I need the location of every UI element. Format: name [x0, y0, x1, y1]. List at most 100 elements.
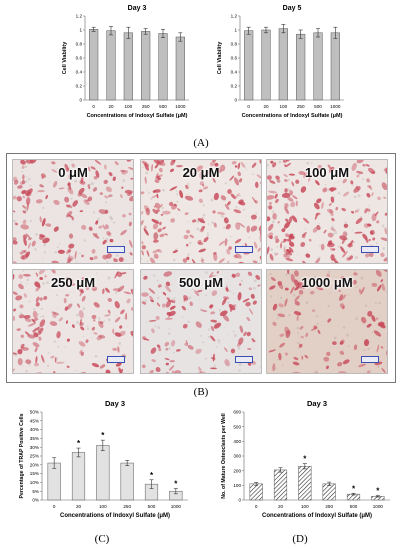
stained-cell	[13, 237, 17, 242]
stained-cell	[45, 223, 52, 227]
significance-marker: *	[101, 431, 105, 440]
y-axis-label: Percentage of TRAP Positive Cells	[19, 413, 25, 498]
stained-cell	[268, 205, 273, 210]
stained-cell	[227, 201, 231, 206]
stained-cell	[255, 274, 261, 280]
stained-cell	[371, 192, 374, 197]
stained-cell	[202, 186, 209, 190]
stained-cell	[189, 301, 193, 307]
stained-cell	[356, 160, 364, 164]
background-speck	[267, 205, 270, 208]
background-speck	[64, 346, 66, 348]
background-speck	[334, 231, 338, 234]
stained-cell	[13, 352, 18, 355]
stained-cell	[92, 232, 100, 239]
background-speck	[176, 193, 179, 196]
background-speck	[25, 175, 27, 178]
background-speck	[202, 213, 206, 217]
stained-cell	[268, 349, 276, 353]
stained-cell	[144, 162, 149, 171]
stained-cell	[224, 204, 230, 210]
stained-cell	[354, 209, 359, 213]
stained-cell	[37, 326, 42, 335]
background-speck	[278, 160, 282, 164]
background-speck	[34, 247, 36, 250]
background-speck	[123, 317, 126, 320]
stained-cell	[186, 229, 191, 234]
stained-cell	[366, 192, 371, 198]
background-speck	[226, 362, 228, 365]
stained-cell	[99, 192, 104, 195]
stained-cell	[165, 281, 171, 287]
background-speck	[276, 246, 279, 248]
stained-cell	[274, 253, 279, 256]
stained-cell	[14, 222, 18, 226]
stained-cell	[211, 280, 217, 286]
bar	[141, 31, 151, 101]
stained-cell	[155, 172, 159, 180]
background-speck	[209, 322, 211, 324]
stained-cell	[299, 326, 304, 330]
background-speck	[84, 166, 86, 168]
stained-cell	[21, 189, 27, 195]
stained-cell	[78, 341, 86, 347]
stained-cell	[117, 285, 125, 293]
y-tick-label: 0.4	[231, 70, 238, 75]
stained-cell	[300, 242, 306, 247]
stained-cell	[277, 280, 283, 286]
background-speck	[150, 198, 153, 201]
bar	[71, 452, 86, 501]
stained-cell	[169, 168, 175, 173]
stained-cell	[234, 238, 242, 244]
background-speck	[215, 346, 218, 348]
stained-cell	[165, 371, 170, 373]
stained-cell	[27, 242, 31, 249]
stained-cell	[235, 222, 241, 230]
stained-cell	[257, 247, 261, 252]
background-speck	[288, 314, 291, 317]
stained-cell	[288, 233, 294, 238]
stained-cell	[151, 194, 158, 199]
stained-cell	[90, 166, 96, 170]
stained-cell	[200, 217, 204, 223]
stained-cell	[64, 196, 70, 203]
stained-cell	[303, 173, 307, 179]
background-speck	[354, 280, 357, 284]
background-speck	[270, 295, 273, 298]
stained-cell	[238, 222, 246, 228]
stained-cell	[294, 300, 300, 306]
stained-cell	[130, 306, 133, 312]
background-speck	[240, 279, 244, 282]
stained-cell	[52, 370, 56, 373]
background-speck	[110, 217, 114, 221]
background-speck	[118, 342, 122, 345]
background-speck	[20, 344, 22, 346]
stained-cell	[231, 160, 237, 165]
stained-cell	[34, 362, 40, 367]
significance-marker: *	[77, 439, 81, 448]
background-speck	[209, 280, 211, 282]
stained-cell	[120, 309, 125, 315]
background-speck	[287, 193, 291, 197]
x-tick-label: 250	[142, 104, 150, 109]
stained-cell	[290, 286, 295, 294]
stained-cell	[212, 160, 217, 163]
stained-cell	[284, 179, 288, 182]
stained-cell	[213, 322, 222, 329]
background-speck	[347, 345, 350, 348]
stained-cell	[272, 212, 277, 220]
stained-cell	[35, 296, 40, 303]
stained-cell	[158, 347, 162, 352]
stained-cell	[128, 212, 132, 216]
stained-cell	[105, 371, 111, 373]
stained-cell	[13, 261, 17, 263]
background-speck	[56, 306, 59, 309]
stained-cell	[305, 332, 309, 337]
y-tick-label: 500	[233, 424, 241, 429]
background-speck	[245, 168, 247, 170]
background-speck	[283, 245, 287, 249]
stained-cell	[210, 367, 217, 370]
background-speck	[90, 181, 94, 185]
stained-cell	[185, 340, 189, 346]
background-speck	[24, 209, 28, 213]
